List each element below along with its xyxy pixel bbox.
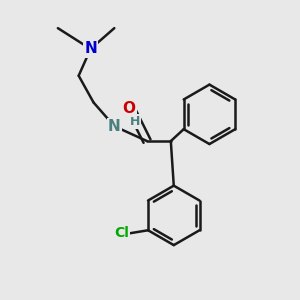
Text: O: O [123, 101, 136, 116]
Text: N: N [84, 41, 97, 56]
Text: Cl: Cl [114, 226, 129, 240]
Text: H: H [130, 115, 140, 128]
Text: N: N [108, 119, 121, 134]
